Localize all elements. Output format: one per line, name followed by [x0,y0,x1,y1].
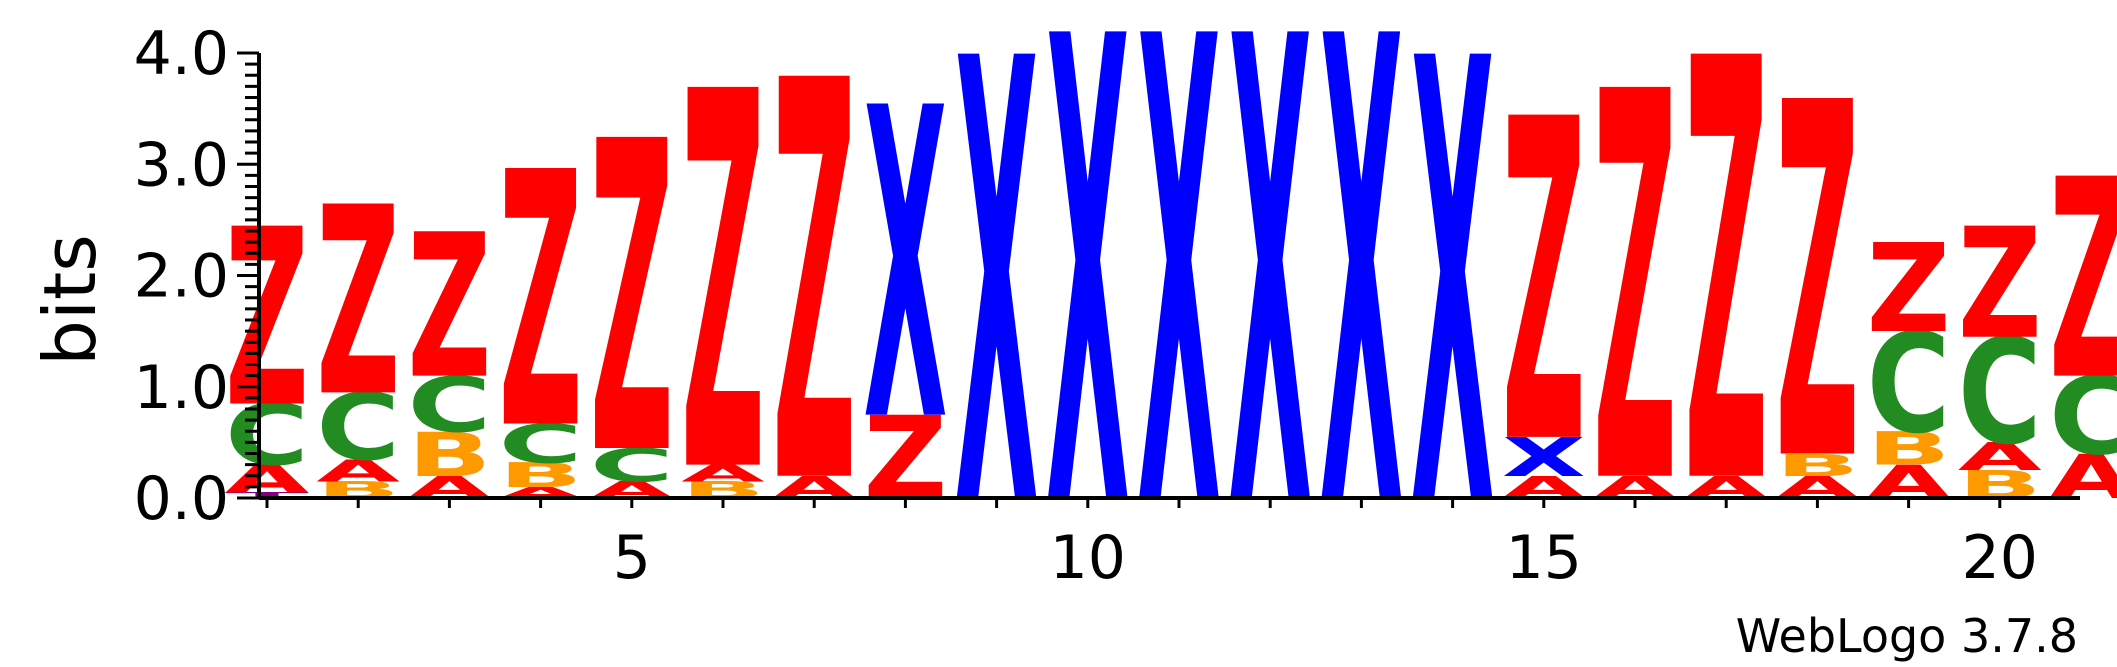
x-tick-label: 5 [613,523,651,593]
logo-letter-c: C [1958,308,2042,477]
x-ticks: 5 10 15 20 [265,498,2038,593]
y-tick-label: 3.0 [134,130,229,200]
logo-letter-c: C [590,439,674,493]
logo-letter-c: C [2049,355,2117,479]
logo-letter-z: Z [499,98,583,506]
logo-letter-x: X [1137,0,1221,650]
logo-letter-a: A [316,453,400,489]
logo-letter-z: Z [590,52,674,549]
y-axis-label: bits [28,234,112,365]
logo-letter-b: B [407,419,491,490]
logo-letter-z: Z [1958,195,2042,373]
logo-letter-z: Z [1502,28,1586,542]
y-tick-label: 2.0 [134,242,229,312]
logo-letter-c: C [316,375,400,481]
logo-letter-x: X [1228,0,1312,650]
logo-letter-a: A [225,458,309,502]
logo-letter-z: Z [225,179,309,463]
y-tick-label: 4.0 [134,19,229,89]
logo-letter-z: Z [1593,0,1677,603]
y-tick-label: 1.0 [134,353,229,423]
logo-letter-x: X [1502,427,1586,489]
logo-letter-z: Z [316,153,400,454]
x-tick-label: 10 [1050,523,1126,593]
logo-letter-z: Z [772,0,856,606]
logo-letter-z: Z [1775,1,1859,569]
logo-letter-z: Z [681,0,765,587]
logo-letter-b: B [1867,422,1951,475]
x-tick-label: 20 [1962,523,2038,593]
logo-letter-x: X [1046,0,1130,650]
logo-letter-c: C [225,387,309,485]
weblogo-credit: WebLogo 3.7.8 [1736,609,2078,663]
logo-letter-c: C [1867,304,1951,464]
y-tick-label: 0.0 [134,464,229,534]
logo-letter-z: Z [1867,219,1951,361]
logo-letter-x: X [1411,0,1495,643]
logo-letter-z: Z [2049,122,2117,441]
x-tick-label: 15 [1506,523,1582,593]
logo-letter-b: B [1775,448,1859,483]
logo-letter-a: A [2049,441,2117,512]
logo-letter-b: B [499,456,583,495]
logo-letter-z: Z [407,192,491,423]
logo-letter-c: C [407,361,491,450]
y-ticks: 0.0 1.0 2.0 3.0 4.0 [134,19,259,534]
logo-letter-z: Z [1684,0,1768,613]
logo-letter-x: X [863,20,947,516]
logo-letter-a: A [1958,435,2042,479]
logo-letter-x: X [1319,0,1403,650]
logo-letter-t: T [225,491,309,500]
logo-letter-c: C [499,413,583,475]
logo-letter-a: A [681,460,765,487]
logo-letter-x: X [955,0,1039,643]
